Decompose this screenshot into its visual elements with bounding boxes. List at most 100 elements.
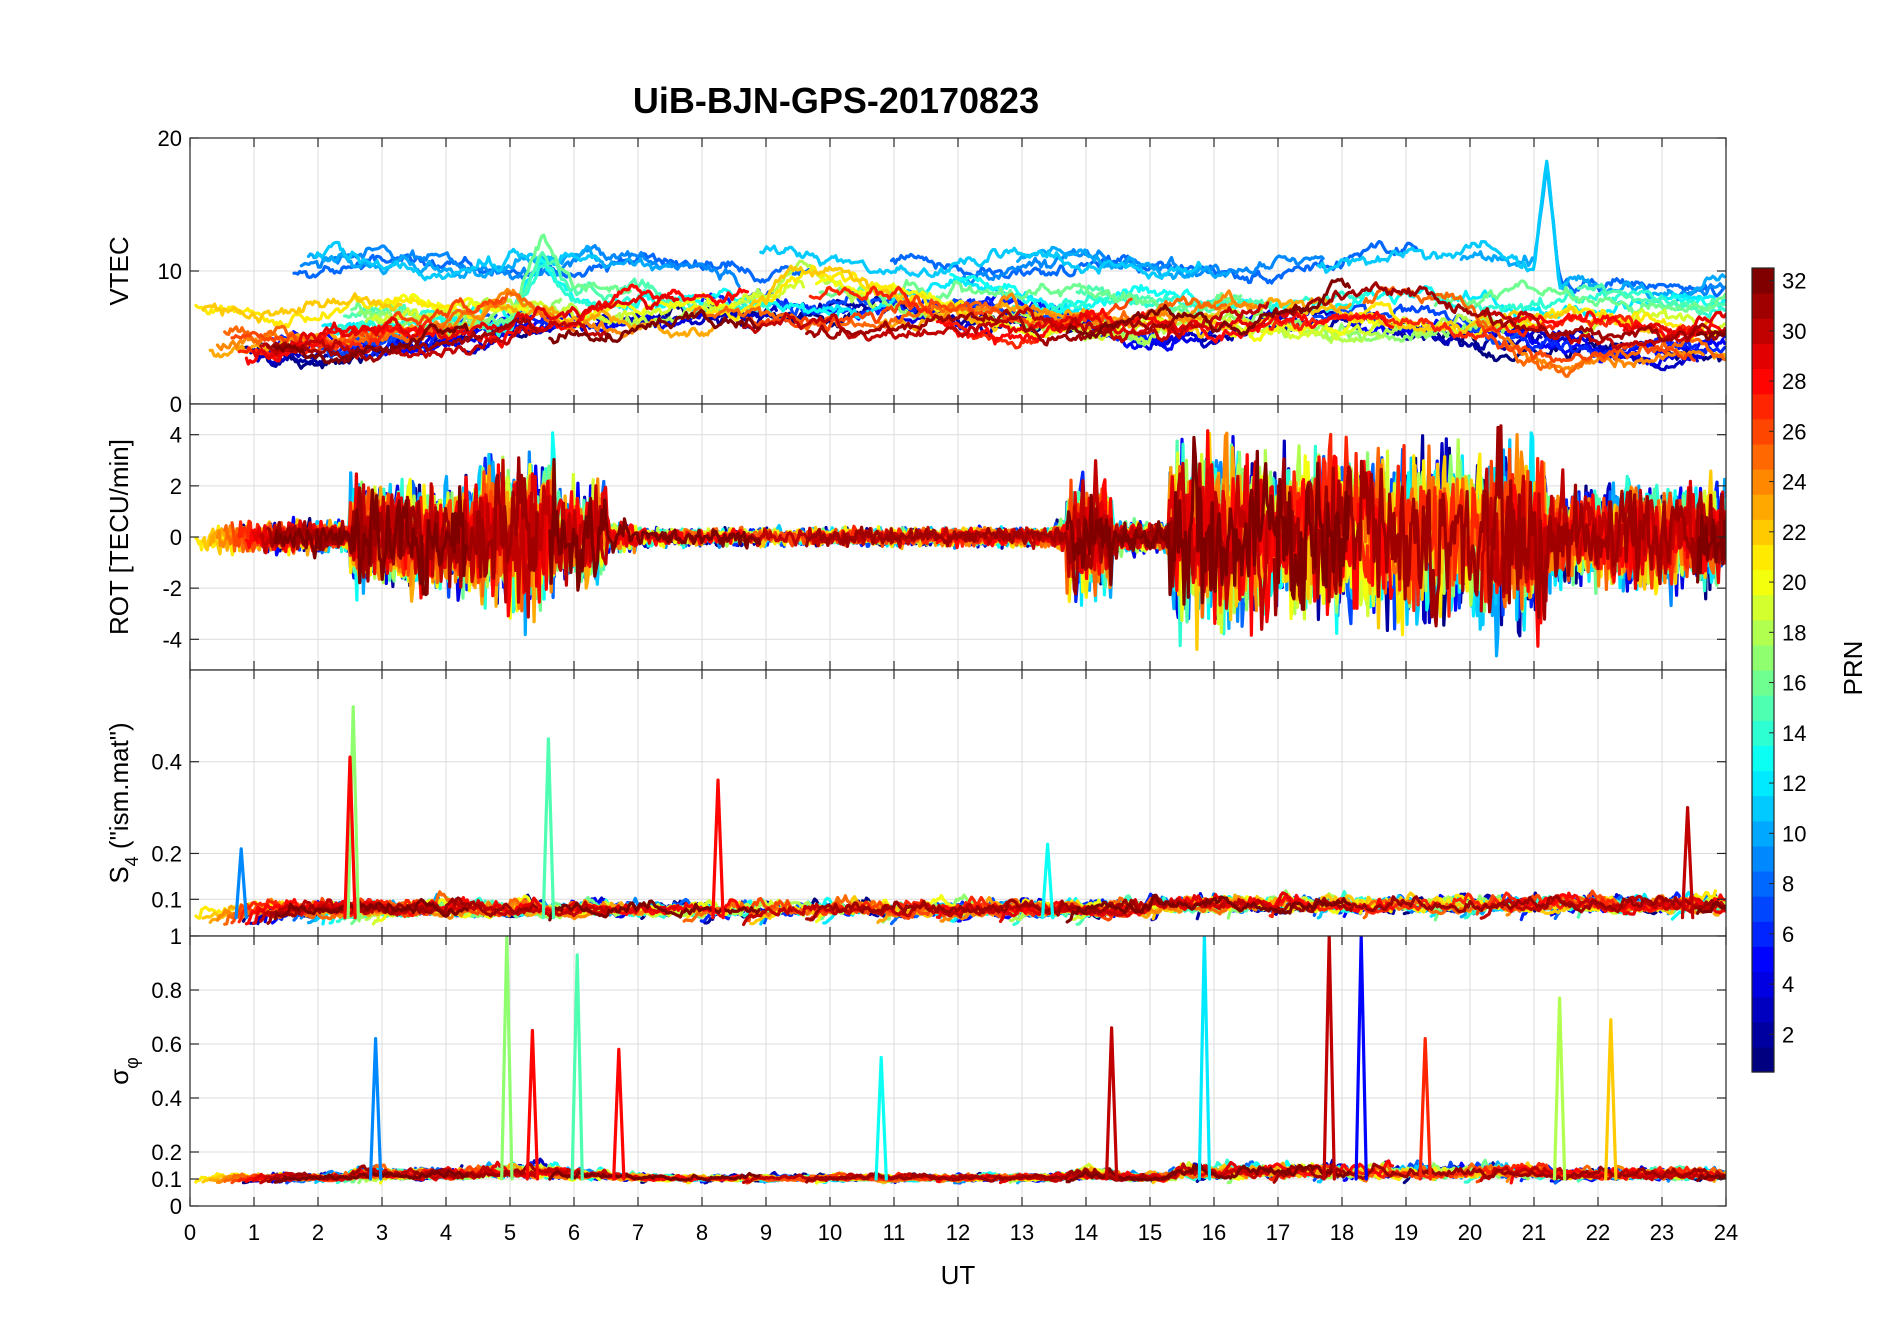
peak-mark	[1354, 936, 1368, 1181]
colorbar-tick-label: 6	[1782, 922, 1794, 947]
series-prn-29	[252, 293, 680, 361]
peak-mark	[1604, 1018, 1618, 1181]
x-tick-label: 24	[1714, 1220, 1738, 1245]
colorbar-tick-label: 2	[1782, 1022, 1794, 1047]
colorbar-label: PRN	[1838, 641, 1868, 696]
colorbar-tick-label: 20	[1782, 570, 1806, 595]
y-tick-label: 0.2	[151, 1140, 182, 1165]
colorbar-segment	[1752, 393, 1774, 420]
colorbar-tick-label: 26	[1782, 419, 1806, 444]
series-prn-25	[223, 291, 576, 346]
chart-title: UiB-BJN-GPS-20170823	[633, 80, 1039, 121]
series-prn-32	[1696, 1174, 1726, 1183]
colorbar-segment	[1752, 318, 1774, 344]
peak-mark	[1680, 805, 1695, 920]
y-tick-label: 4	[170, 423, 182, 448]
x-tick-label: 3	[376, 1220, 388, 1245]
colorbar-segment	[1752, 820, 1774, 847]
colorbar-segment	[1752, 519, 1774, 545]
peak-mark	[346, 705, 360, 920]
colorbar-segment	[1752, 770, 1774, 797]
colorbar-segment	[1752, 293, 1774, 319]
colorbar-segment	[1752, 1021, 1774, 1048]
series-prn-30	[742, 301, 1270, 344]
colorbar-segment	[1752, 871, 1774, 897]
series-prn-32	[1696, 514, 1726, 584]
colorbar-tick-label: 16	[1782, 671, 1806, 696]
y-tick-label: 2	[170, 474, 182, 499]
x-tick-label: 0	[184, 1220, 196, 1245]
series-group	[194, 424, 1726, 658]
y-tick-label: 1	[170, 924, 182, 949]
series-prn-32	[1696, 330, 1726, 341]
colorbar-segment	[1752, 795, 1774, 822]
y-axis-label-vtec: VTEC	[104, 236, 134, 305]
peak-mark	[525, 1028, 540, 1181]
series-prn-7	[285, 313, 498, 359]
series-prn-32	[1065, 277, 1351, 340]
peak-mark	[343, 755, 357, 920]
colorbar-segment	[1752, 368, 1774, 395]
x-tick-label: 10	[818, 1220, 842, 1245]
peak-mark	[1104, 1026, 1119, 1181]
series-prn-25	[1362, 285, 1726, 378]
series-prn-31	[266, 896, 539, 925]
x-tick-label: 1	[248, 1220, 260, 1245]
y-tick-label: 0.2	[151, 841, 182, 866]
colorbar-tick-label: 12	[1782, 771, 1806, 796]
x-tick-label: 11	[883, 1220, 906, 1245]
y-tick-label: 0	[170, 392, 182, 417]
peak-mark	[1552, 996, 1567, 1181]
panel-rot: -4 -2 0 2 4 ROT [TECU/min]	[104, 403, 1727, 671]
x-tick-label: 22	[1586, 1220, 1610, 1245]
colorbar-tick-label: 24	[1782, 470, 1806, 495]
peak-mark	[612, 1047, 626, 1181]
peak-mark	[368, 1037, 383, 1181]
series-prn-32	[1065, 893, 1351, 924]
series-prn-6	[1519, 335, 1726, 358]
series-prn-11	[1316, 159, 1568, 290]
series-prn-31	[1272, 424, 1726, 628]
series-prn-32	[548, 308, 761, 345]
peak-mark	[1197, 936, 1212, 1181]
series-prn-16	[1433, 279, 1726, 315]
colorbar-tick-label: 8	[1782, 872, 1794, 897]
series-prn-31	[1272, 281, 1726, 343]
colorbar-segment	[1752, 619, 1774, 646]
series-prn-30	[259, 320, 610, 360]
colorbar-tick-label: 14	[1782, 721, 1806, 746]
series-prn-22	[201, 292, 403, 324]
colorbar-segment	[1752, 544, 1774, 571]
colorbar-segment	[1752, 971, 1774, 998]
x-tick-label: 20	[1458, 1220, 1482, 1245]
colorbar-segment	[1752, 494, 1774, 520]
y-axis-label-rot: ROT [TECU/min]	[104, 439, 134, 635]
y-tick-label: 0.6	[151, 1032, 182, 1057]
series-prn-27	[808, 285, 1039, 350]
y-tick-label: 0.1	[151, 887, 182, 912]
panel-s4: 0.1 0.2 0.4 S4 ("ism.mat")	[104, 669, 1727, 937]
colorbar-segment	[1752, 569, 1774, 596]
y-tick-label: 0.1	[151, 1167, 182, 1192]
x-tick-label: 8	[696, 1220, 708, 1245]
peak-mark	[1322, 936, 1336, 1181]
y-tick-label: -2	[162, 576, 182, 601]
x-tick-label: 21	[1522, 1220, 1546, 1245]
colorbar-segment	[1752, 896, 1774, 922]
x-tick-label: 5	[504, 1220, 516, 1245]
y-tick-label: 0	[170, 525, 182, 550]
series-group	[194, 936, 1726, 1185]
colorbar-tick-label: 22	[1782, 520, 1806, 545]
colorbar-tick-label: 28	[1782, 369, 1806, 394]
y-axis-label-s4: S4 ("ism.mat")	[104, 722, 142, 883]
peak-mark	[874, 1055, 888, 1181]
peak-mark	[541, 737, 556, 920]
colorbar-segment	[1752, 745, 1774, 772]
colorbar-segment	[1752, 996, 1774, 1023]
y-tick-label: -4	[162, 627, 182, 652]
y-tick-label: 0.8	[151, 978, 182, 1003]
peak-mark	[570, 953, 584, 1181]
